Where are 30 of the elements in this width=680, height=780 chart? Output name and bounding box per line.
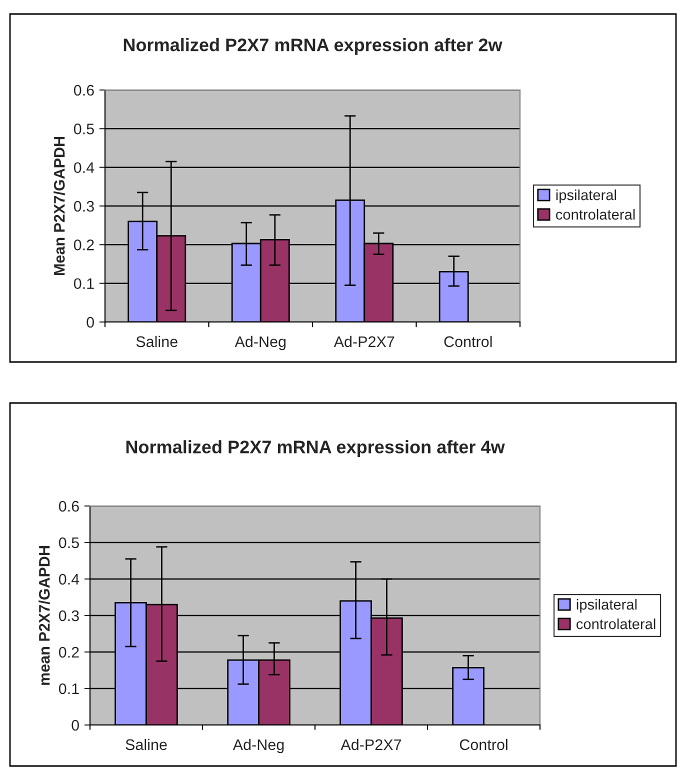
x-tick-label: Control	[444, 336, 492, 348]
x-tick-label: Saline	[136, 336, 178, 348]
y-tick-label: 0.5	[58, 537, 79, 548]
y-tick-label: 0.3	[74, 200, 94, 212]
y-tick-label: 0.6	[58, 500, 79, 512]
y-axis-title: Mean P2X7/GAPDH	[54, 136, 65, 276]
y-tick-label: 0.2	[74, 240, 94, 250]
y-tick-label: 0.1	[58, 683, 79, 694]
x-tick-label: Ad-P2X7	[334, 336, 394, 348]
x-tick-label: Ad-P2X7	[340, 738, 402, 750]
x-tick-label: Control	[460, 738, 508, 750]
y-tick-label: 0	[86, 316, 94, 328]
legend-label: ipsilateral	[556, 189, 616, 204]
legend-label: controlateral	[576, 618, 656, 630]
legend-label: controlateral	[556, 208, 635, 220]
y-tick-label: 0.1	[74, 278, 94, 290]
y-tick-label: 0.2	[58, 646, 79, 658]
chart-title: Normalized P2X7 mRNA expression after 2w	[124, 38, 502, 55]
x-tick-label: Saline	[126, 738, 167, 750]
x-tick-label: Ad-Neg	[232, 738, 284, 754]
y-tick-label: 0.3	[58, 610, 79, 622]
y-axis-title: mean P2X7/GAPDH	[38, 546, 50, 685]
y-tick-label: 0.6	[74, 84, 94, 96]
chart-title: Normalized P2X7 mRNA expression after 4w	[126, 440, 505, 457]
y-tick-label: 0	[72, 720, 79, 731]
y-tick-label: 0.4	[74, 162, 94, 174]
y-tick-label: 0.5	[74, 124, 94, 134]
x-tick-label: Ad-Neg	[234, 336, 286, 350]
legend-label: ipsilateral	[576, 598, 637, 613]
y-tick-label: 0.4	[58, 574, 80, 585]
